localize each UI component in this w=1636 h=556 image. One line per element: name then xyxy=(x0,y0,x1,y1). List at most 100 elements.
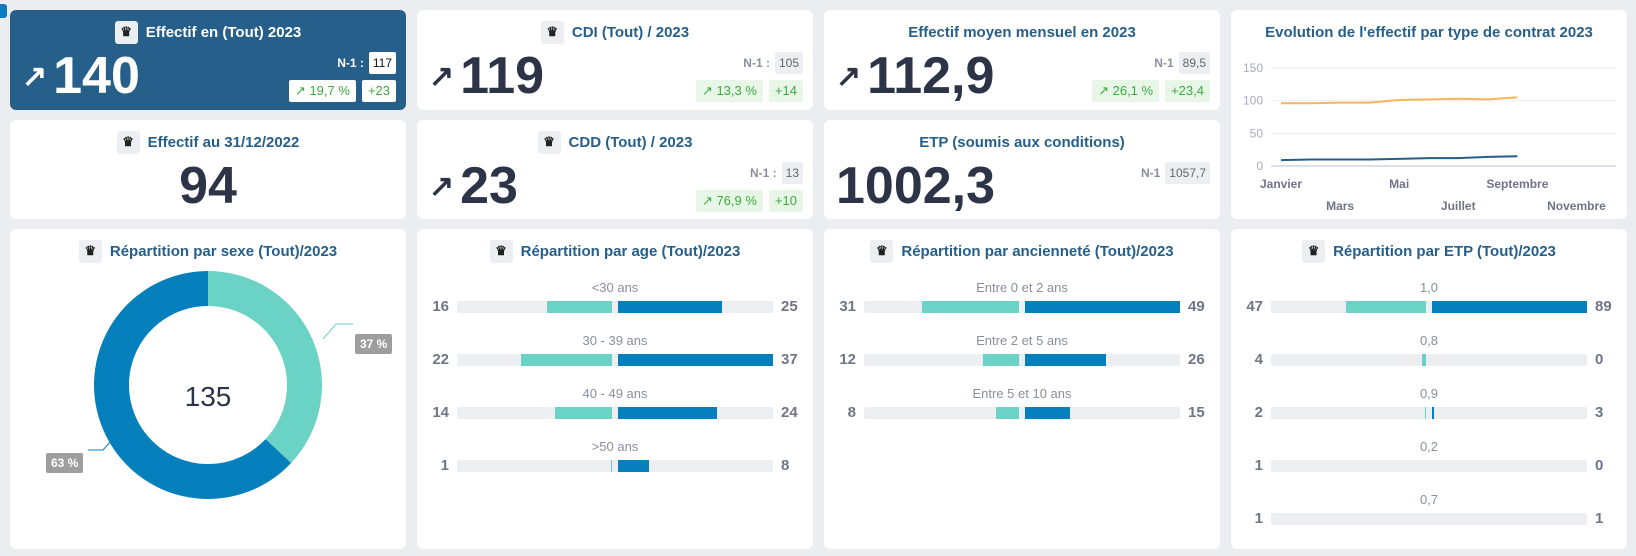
kpi-title: Effectif moyen mensuel en 2023 xyxy=(908,23,1136,41)
bar-right[interactable] xyxy=(1432,301,1587,313)
kpi-effectif[interactable]: ♛ Effectif en (Tout) 2023 ↗ 140 N-1 : 117 ↗… xyxy=(10,10,406,110)
bar-right[interactable] xyxy=(1025,407,1071,419)
bar-track xyxy=(457,301,773,313)
bar-right-value: 25 xyxy=(781,298,798,315)
bar-category: 0,9 xyxy=(1419,386,1439,401)
bar-left[interactable] xyxy=(983,354,1019,366)
crown-icon: ♛ xyxy=(1302,239,1326,263)
donut-slice[interactable] xyxy=(208,271,322,464)
bar-left-value: 47 xyxy=(1246,298,1263,315)
bar-right-value: 0 xyxy=(1595,457,1604,474)
chart-title: Répartition par sexe (Tout)/2023 xyxy=(109,242,338,260)
kpi-cdd[interactable]: ♛ CDD (Tout) / 2023 ↗ 23 N-1 : 13 ↗ 76,9 % +… xyxy=(417,120,813,219)
etp-chart-card[interactable]: ♛ Répartition par ETP (Tout)/2023 1,0 47 8… xyxy=(1231,229,1627,549)
bar-left[interactable] xyxy=(521,354,612,366)
y-tick-label: 150 xyxy=(1243,61,1263,75)
x-tick-label: Mai xyxy=(1389,177,1409,191)
pct-change: ↗ 76,9 % xyxy=(695,190,763,212)
bar-right-value: 37 xyxy=(781,351,798,368)
bar-right[interactable] xyxy=(618,354,773,366)
bar-row: 30 - 39 ans 22 37 xyxy=(417,332,813,385)
bar-category: 0,7 xyxy=(1419,492,1439,507)
bar-left-value: 4 xyxy=(1254,351,1263,368)
bar-row: 0,8 4 0 xyxy=(1231,332,1627,385)
bar-right[interactable] xyxy=(1432,407,1435,419)
kpi-etp[interactable]: ETP (soumis aux conditions) 1002,3 N-1 10… xyxy=(824,120,1220,219)
bar-right[interactable] xyxy=(618,301,722,313)
bar-left-value: 1 xyxy=(440,457,449,474)
anciennete-chart-card[interactable]: ♛ Répartition par ancienneté (Tout)/2023 E… xyxy=(824,229,1220,549)
bar-category: 30 - 39 ans xyxy=(582,333,648,348)
pct-change: ↗ 19,7 % xyxy=(288,80,356,102)
kpi-effectif-2022[interactable]: ♛ Effectif au 31/12/2022 94 xyxy=(10,120,406,219)
y-tick-label: 0 xyxy=(1256,159,1263,173)
y-tick-label: 100 xyxy=(1243,94,1263,108)
bar-right-value: 3 xyxy=(1595,404,1604,421)
bar-track xyxy=(1271,460,1587,472)
bar-left[interactable] xyxy=(610,460,612,472)
bar-right-value: 15 xyxy=(1188,404,1205,421)
n1-value: 105 xyxy=(774,52,803,74)
bar-row: 40 - 49 ans 14 24 xyxy=(417,385,813,438)
bar-category: 0,2 xyxy=(1419,439,1439,454)
bar-row: Entre 5 et 10 ans 8 15 xyxy=(824,385,1220,438)
leader-line xyxy=(322,323,353,340)
kpi-value: 140 xyxy=(53,47,140,105)
panel-toggle[interactable] xyxy=(0,4,7,18)
kpi-effectif-moyen[interactable]: Effectif moyen mensuel en 2023 ↗ 112,9 N-… xyxy=(824,10,1220,110)
bar-category: 1,0 xyxy=(1419,280,1439,295)
sexe-chart-card[interactable]: ♛ Répartition par sexe (Tout)/2023 135 37… xyxy=(10,229,406,549)
age-chart-card[interactable]: ♛ Répartition par age (Tout)/2023 <30 ans … xyxy=(417,229,813,549)
bar-row: 0,2 1 0 xyxy=(1231,438,1627,491)
diff-change: +10 xyxy=(768,190,803,212)
y-tick-label: 50 xyxy=(1250,126,1264,140)
kpi-cdi[interactable]: ♛ CDI (Tout) / 2023 ↗ 119 N-1 : 105 ↗ 13,3 … xyxy=(417,10,813,110)
crown-icon: ♛ xyxy=(540,20,564,44)
crown-icon: ♛ xyxy=(78,239,102,263)
bar-left[interactable] xyxy=(1345,301,1426,313)
bar-track xyxy=(1271,354,1587,366)
bar-row: 0,9 2 3 xyxy=(1231,385,1627,438)
bar-right[interactable] xyxy=(1025,301,1180,313)
n1-label: N-1 : xyxy=(743,56,770,70)
n1-value: 89,5 xyxy=(1178,52,1210,74)
bar-left[interactable] xyxy=(1425,407,1426,419)
bar-left-value: 12 xyxy=(839,351,856,368)
kpi-value: 23 xyxy=(460,157,518,215)
x-tick-label: Juillet xyxy=(1441,199,1476,213)
bar-right-value: 1 xyxy=(1595,510,1604,527)
kpi-value: 119 xyxy=(460,47,545,105)
bar-left-value: 16 xyxy=(432,298,449,315)
bar-track xyxy=(457,460,773,472)
series-line-cdd[interactable] xyxy=(1280,155,1518,162)
bar-right[interactable] xyxy=(1025,354,1106,366)
kpi-title: Effectif en (Tout) 2023 xyxy=(145,23,302,41)
n1-label: N-1 xyxy=(1154,56,1174,70)
x-tick-label: Mars xyxy=(1326,199,1354,213)
n1-value: 1057,7 xyxy=(1165,162,1210,184)
donut-slice[interactable] xyxy=(94,271,292,499)
line-chart-card[interactable]: Evolution de l'effectif par type de cont… xyxy=(1231,10,1627,219)
chart-title: Répartition par ETP (Tout)/2023 xyxy=(1333,242,1556,260)
crown-icon: ♛ xyxy=(870,239,894,263)
bar-category: 40 - 49 ans xyxy=(582,386,648,401)
bar-right-value: 8 xyxy=(781,457,790,474)
bar-right[interactable] xyxy=(618,407,718,419)
bar-row: 1,0 47 89 xyxy=(1231,279,1627,332)
kpi-title: CDI (Tout) / 2023 xyxy=(571,23,690,41)
bar-left[interactable] xyxy=(1421,354,1426,366)
bar-right[interactable] xyxy=(618,460,650,472)
bar-left[interactable] xyxy=(546,301,612,313)
kpi-value: 1002,3 xyxy=(836,157,996,215)
bar-track xyxy=(1271,407,1587,419)
bar-right-value: 0 xyxy=(1595,351,1604,368)
bar-left[interactable] xyxy=(996,407,1019,419)
trend-up-icon: ↗ xyxy=(429,169,455,203)
bar-category: Entre 2 et 5 ans xyxy=(976,333,1068,348)
n1-value: 117 xyxy=(368,52,396,74)
donut-chart xyxy=(88,271,353,499)
bar-row: <30 ans 16 25 xyxy=(417,279,813,332)
bar-left[interactable] xyxy=(922,301,1019,313)
bar-left[interactable] xyxy=(555,407,612,419)
n1-label: N-1 : xyxy=(749,166,777,180)
